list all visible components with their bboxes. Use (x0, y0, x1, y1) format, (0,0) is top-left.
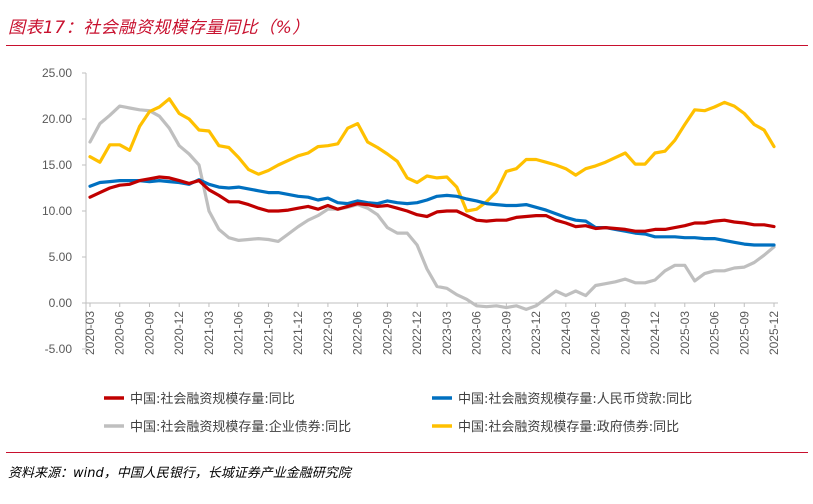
x-tick-label: 2023-12 (529, 311, 543, 355)
y-tick-label: 5.00 (49, 250, 73, 264)
x-tick-label: 2025-06 (708, 311, 722, 355)
y-tick-label: 10.00 (42, 204, 72, 218)
title-rule (6, 45, 808, 46)
x-tick-label: 2023-03 (440, 311, 454, 355)
x-tick-label: 2020-12 (172, 311, 186, 355)
legend: 中国:社会融资规模存量:同比 中国:社会融资规模存量:人民币贷款:同比中国:社会融… (104, 391, 692, 435)
x-tick-label: 2025-09 (737, 311, 751, 355)
x-tick-label: 2022-06 (351, 311, 365, 355)
x-tick-label: 2025-12 (767, 311, 781, 355)
legend-label-0: 中国:社会融资规模存量:同比 (130, 391, 295, 407)
legend-label-3: 中国:社会融资规模存量:政府债券:同比 (458, 419, 679, 435)
y-tick-label: 0.00 (49, 296, 73, 310)
x-tick-label: 2022-12 (410, 311, 424, 355)
x-tick-label: 2021-12 (291, 311, 305, 355)
series-lines (88, 97, 776, 311)
y-axis: 25.00 20.00 15.00 10.00 5.00 0.00 -5.00 (42, 66, 87, 356)
x-tick-label: 2025-03 (678, 311, 692, 355)
x-tick-label: 2020-09 (142, 311, 156, 355)
chart-title: 图表17：社会融资规模存量同比（%） (8, 18, 310, 38)
x-tick-label: 2021-06 (232, 311, 246, 355)
x-tick-label: 2024-09 (618, 311, 632, 355)
x-tick-label: 2024-06 (589, 311, 603, 355)
x-tick-label: 2020-03 (83, 311, 97, 355)
series-line-0 (88, 175, 776, 233)
legend-label-1: 中国:社会融资规模存量:人民币贷款:同比 (458, 391, 692, 407)
x-tick-label: 2024-03 (559, 311, 573, 355)
source-note: 资料来源：wind，中国人民银行，长城证券产业金融研究院 (8, 466, 351, 481)
series-line-1 (88, 178, 776, 247)
x-tick-label: 2024-12 (648, 311, 662, 355)
x-tick-label: 2023-06 (470, 311, 484, 355)
x-tick-label: 2022-03 (321, 311, 335, 355)
series-line-3 (88, 97, 776, 213)
x-axis: 2020-03 2020-06 2020-09 2020-12 2021-03 2021-… (83, 302, 781, 355)
y-tick-label: 20.00 (42, 112, 72, 126)
y-tick-label: -5.00 (45, 342, 73, 356)
x-tick-label: 2021-09 (261, 311, 275, 355)
x-tick-label: 2023-09 (499, 311, 513, 355)
y-tick-label: 25.00 (42, 66, 72, 80)
x-tick-label: 2022-09 (380, 311, 394, 355)
legend-label-2: 中国:社会融资规模存量:企业债券:同比 (130, 419, 351, 435)
series-line-2 (88, 104, 776, 311)
line-chart: 25.00 20.00 15.00 10.00 5.00 0.00 -5.00 2020-0… (42, 66, 781, 435)
x-tick-label: 2021-03 (202, 311, 216, 355)
y-tick-label: 15.00 (42, 158, 72, 172)
source-rule (6, 452, 808, 453)
x-tick-label: 2020-06 (113, 311, 127, 355)
